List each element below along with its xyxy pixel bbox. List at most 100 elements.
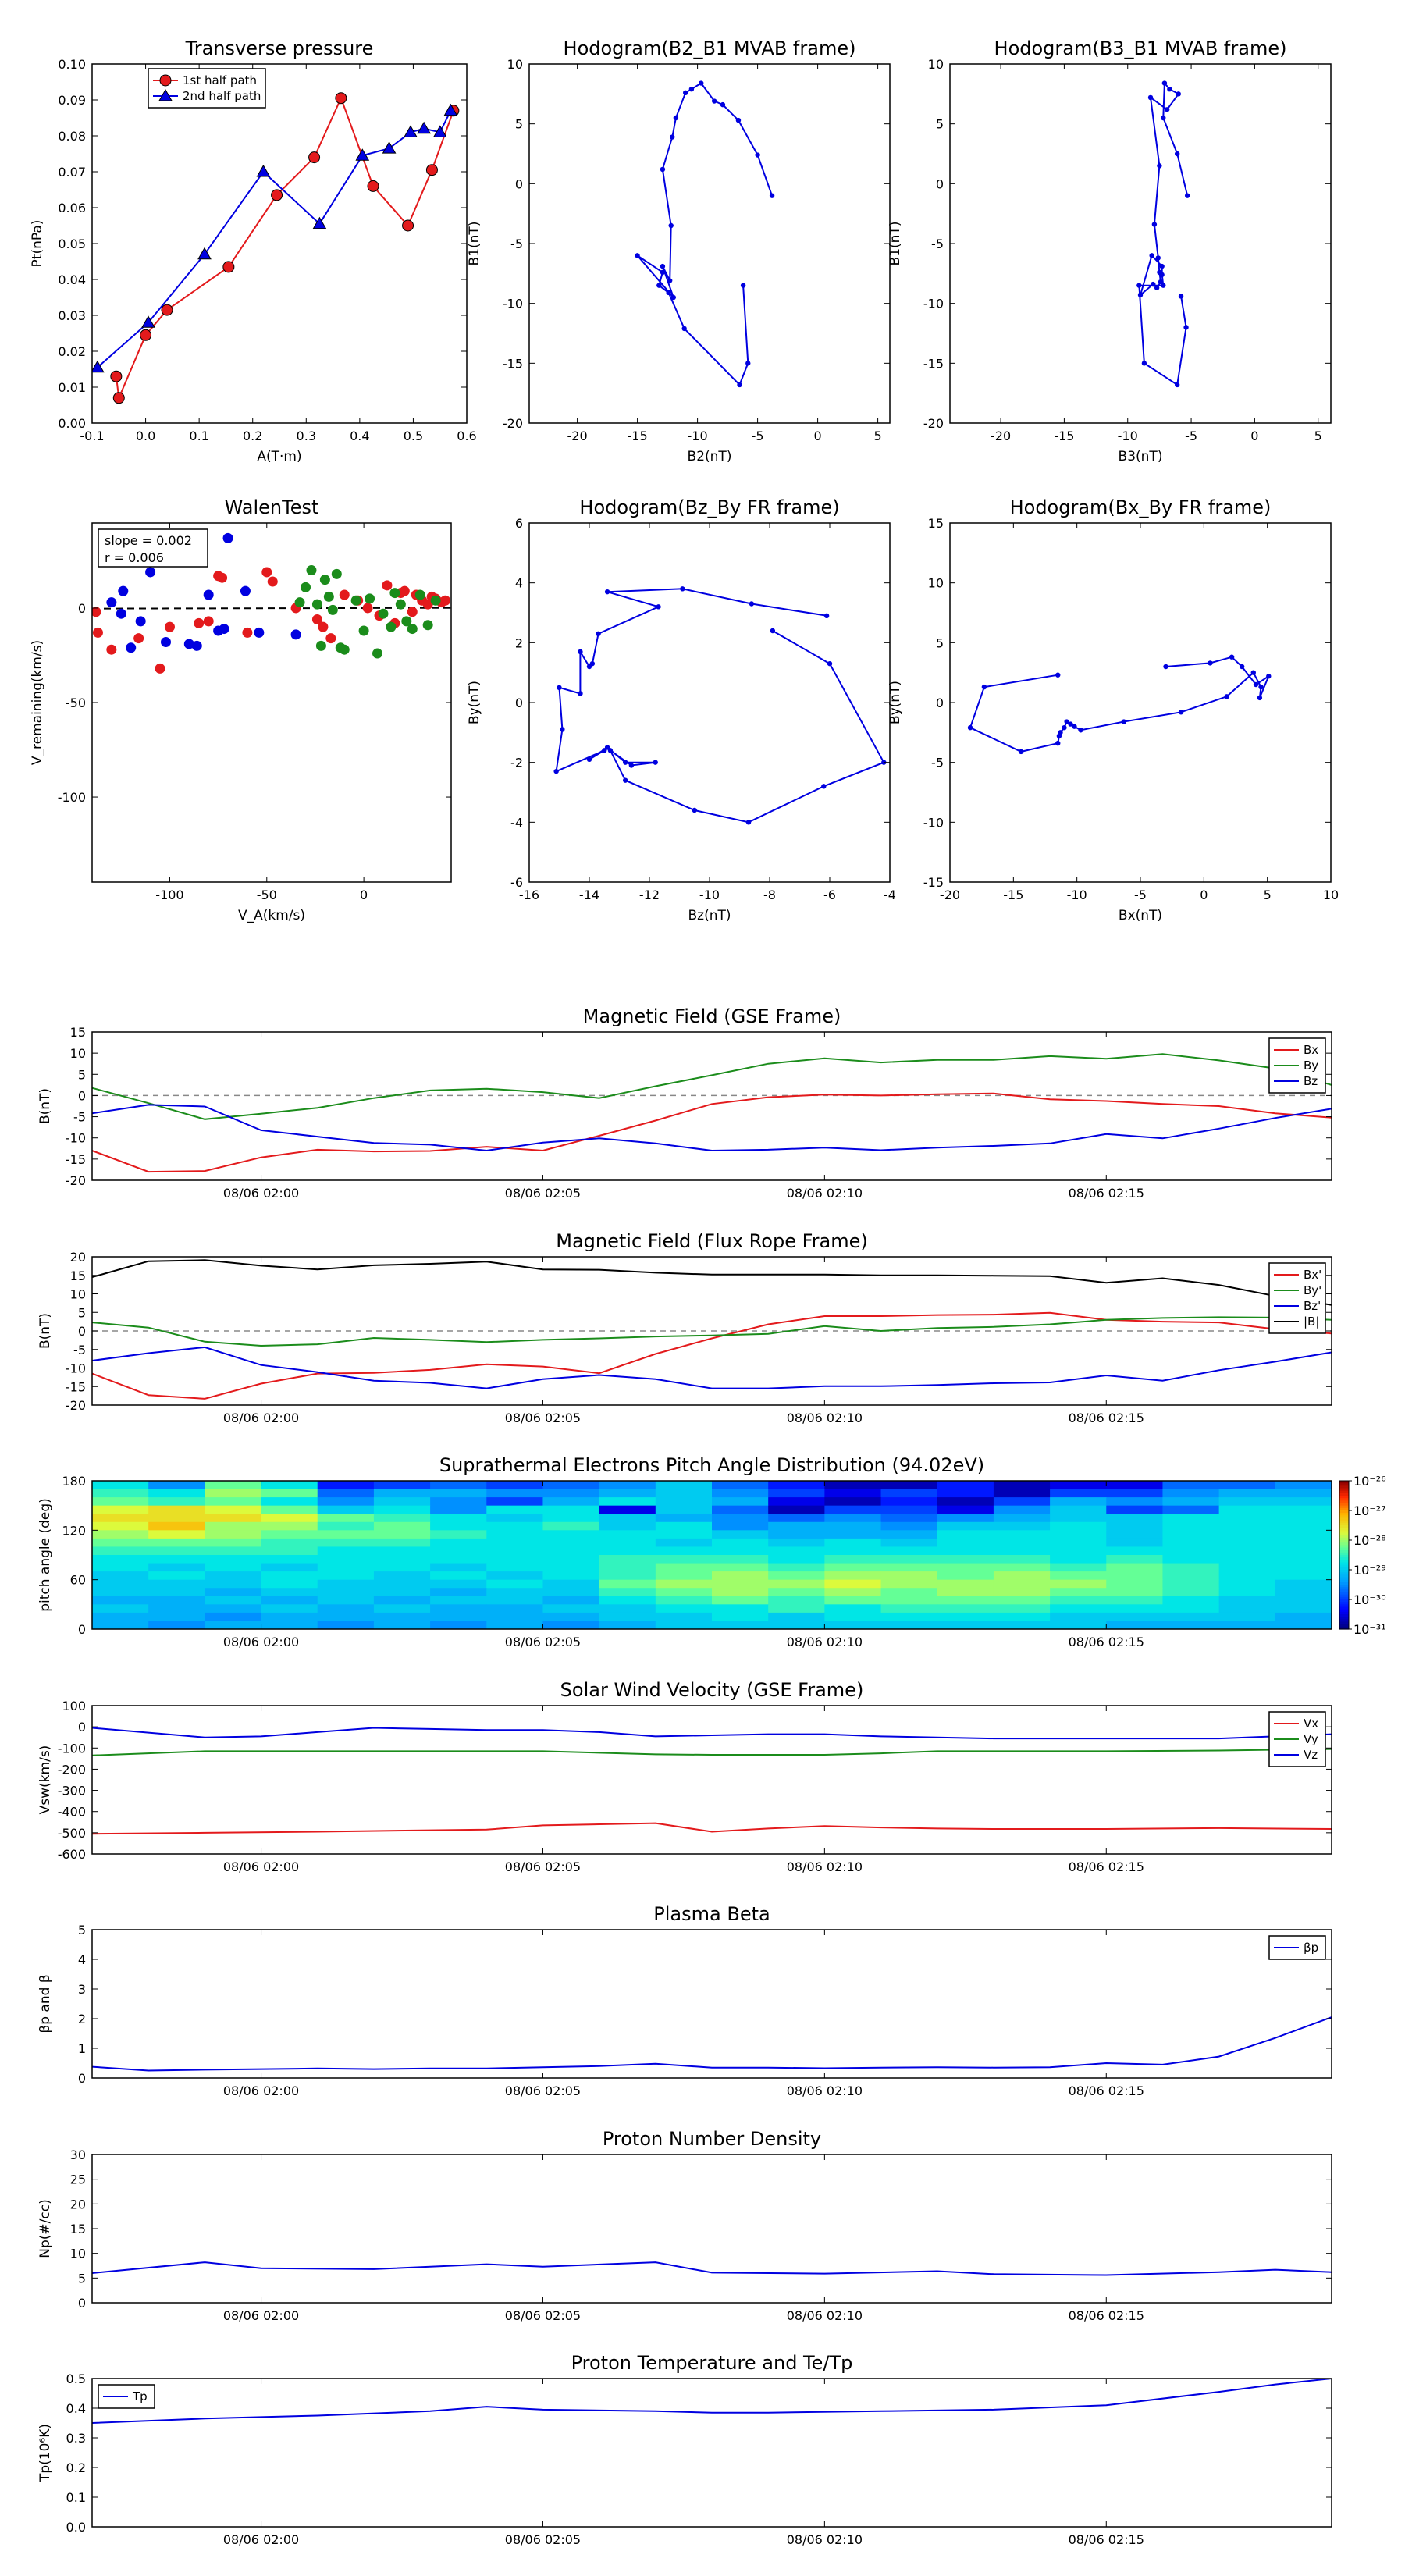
y-tick-label: 0	[515, 176, 523, 191]
series-data-point	[586, 664, 592, 670]
y-tick-label: 0	[936, 176, 944, 191]
heatmap-cell	[1050, 1538, 1107, 1548]
x-axis-label: V_A(km/s)	[238, 908, 305, 923]
heatmap-cell	[542, 1555, 600, 1564]
heatmap-cell	[768, 1521, 825, 1531]
y-tick-label: -300	[58, 1784, 86, 1799]
series-bx-line	[92, 1092, 1332, 1173]
heatmap-cell	[373, 1489, 431, 1498]
heatmap-cell	[937, 1571, 994, 1581]
plot-frame	[91, 1031, 1332, 1181]
scatter-point	[331, 568, 342, 579]
heatmap-cell	[486, 1546, 544, 1556]
series-data-point	[881, 760, 887, 765]
heatmap-cell	[1162, 1588, 1220, 1597]
heatmap-cell	[880, 1588, 938, 1597]
y-tick-label: 5	[78, 1923, 86, 1937]
chart-title: Hodogram(B2_B1 MVAB frame)	[564, 37, 856, 59]
annotation-text: r = 0.006	[105, 550, 164, 565]
colorbar-step	[1339, 1587, 1349, 1590]
heatmap-cell	[1050, 1571, 1107, 1581]
colorbar-step	[1339, 1589, 1349, 1593]
series-data-point	[1141, 361, 1147, 366]
heatmap-cell	[486, 1596, 544, 1605]
heatmap-cell	[92, 1481, 149, 1490]
y-tick-label: 120	[62, 1523, 86, 1538]
series-data-point	[745, 820, 752, 825]
scatter-point	[219, 624, 229, 635]
series-data-point	[635, 253, 640, 258]
series-data-point	[1224, 694, 1229, 699]
y-tick-label: 4	[78, 1952, 86, 1967]
scatter-point	[372, 648, 383, 659]
series-data-point	[596, 631, 601, 637]
colorbar-step	[1339, 1515, 1349, 1519]
series-data-line	[1138, 80, 1189, 386]
x-axis-label: B2(nT)	[688, 449, 732, 464]
colorbar-step	[1339, 1609, 1349, 1613]
colorbar-step	[1339, 1505, 1349, 1509]
colorbar-step	[1339, 1621, 1349, 1625]
y-tick-label: 10	[70, 1046, 86, 1061]
x-tick-label: -0.1	[80, 429, 104, 443]
heatmap-cell	[486, 1505, 544, 1514]
heatmap-cell	[1106, 1538, 1164, 1548]
chart-hodogram-bz-by: Hodogram(Bz_By FR frame) -16 -14 -12 -10 -8 -6…	[467, 496, 896, 923]
legend-marker	[159, 74, 172, 87]
legend-label: 2nd half path	[183, 89, 261, 103]
legend-label: Vz	[1304, 1748, 1318, 1762]
series-2nd-half-path-point	[312, 216, 327, 229]
chart-plasma-beta: Plasma Beta 08/06 02:00 08/06 02:05 08/06 0…	[37, 1903, 1332, 2098]
heatmap-cell	[430, 1571, 487, 1581]
heatmap-cell	[1050, 1612, 1107, 1622]
heatmap-cell	[261, 1497, 318, 1507]
y-tick-label: 0	[78, 601, 86, 616]
heatmap-cell	[486, 1588, 544, 1597]
heatmap-cell	[148, 1497, 205, 1507]
series-data-point	[745, 361, 751, 366]
heatmap-cell	[542, 1604, 600, 1614]
series-data-point	[1149, 253, 1154, 258]
heatmap-cell	[712, 1621, 769, 1629]
heatmap-cell	[1050, 1596, 1107, 1605]
series-data-point	[1178, 710, 1184, 715]
heatmap-cell	[542, 1497, 600, 1507]
x-tick-label: 5	[1264, 888, 1272, 902]
x-tick-label: 08/06 02:10	[787, 1859, 863, 1874]
colorbar-step	[1339, 1555, 1349, 1558]
heatmap-cell	[486, 1563, 544, 1572]
x-tick-label: 08/06 02:05	[505, 1635, 581, 1649]
x-tick-label: 08/06 02:15	[1069, 2308, 1144, 2323]
colorbar-step	[1339, 1572, 1349, 1575]
heatmap-cell	[261, 1481, 318, 1490]
scatter-point	[155, 663, 165, 674]
heatmap-cell	[373, 1612, 431, 1622]
heatmap-cell	[92, 1612, 149, 1622]
heatmap-cell	[655, 1588, 713, 1597]
scatter-point	[407, 624, 418, 635]
heatmap-cell	[148, 1514, 205, 1523]
heatmap-cell	[205, 1481, 262, 1490]
chart-title: Solar Wind Velocity (GSE Frame)	[560, 1679, 864, 1701]
plot-frame	[91, 1705, 1332, 1855]
y-axis-label: B1(nT)	[887, 222, 903, 266]
colorbar-step	[1339, 1545, 1349, 1549]
series-data-point	[1055, 740, 1061, 746]
heatmap-cell	[92, 1514, 149, 1523]
colorbar-step	[1339, 1481, 1349, 1484]
heatmap-cell	[993, 1538, 1051, 1548]
heatmap-cell	[261, 1489, 318, 1498]
x-tick-label: -15	[1003, 888, 1023, 902]
heatmap-cell	[205, 1588, 262, 1597]
colorbar-step	[1339, 1560, 1349, 1564]
series-data-point	[1183, 325, 1189, 330]
heatmap-cell	[1275, 1489, 1332, 1498]
x-tick-label: 0	[1250, 429, 1258, 443]
heatmap-cell	[993, 1481, 1051, 1490]
heatmap-cell	[1218, 1588, 1276, 1597]
heatmap-cell	[599, 1546, 656, 1556]
colorbar-step	[1339, 1619, 1349, 1623]
heatmap-cell	[261, 1521, 318, 1531]
heatmap-cell	[430, 1514, 487, 1523]
x-tick-label: 08/06 02:00	[223, 1186, 299, 1201]
